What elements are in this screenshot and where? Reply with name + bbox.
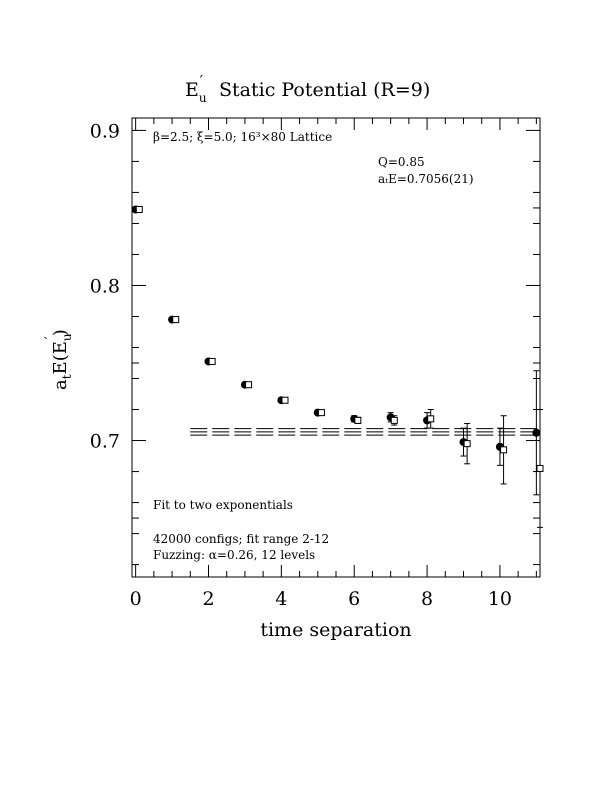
data-point-square	[463, 440, 471, 448]
x-tick-label: 0	[130, 588, 142, 610]
y-axis-label: atE(Eu′)	[43, 329, 74, 390]
lattice-annotation: β=2.5; ξ=5.0; 16³×80 Lattice	[153, 130, 332, 144]
x-tick-label: 8	[421, 588, 433, 610]
data-point-square	[390, 416, 398, 424]
x-tick-label: 2	[202, 588, 214, 610]
x-tick-label: 4	[275, 588, 287, 610]
y-tick-label: 0.9	[90, 120, 120, 142]
data-point-square	[208, 357, 216, 365]
fit-value-annotation: aₜE=0.7056(21)	[378, 172, 474, 186]
data-point-square	[317, 409, 325, 417]
fit-band	[190, 428, 540, 436]
tick-labels: 0 2 4 6 8 10 0.7 0.8 0.9	[90, 120, 512, 610]
configs-annotation: 42000 configs; fit range 2-12	[153, 532, 329, 546]
data-point-square	[536, 464, 544, 472]
data-point-square	[245, 381, 253, 389]
x-tick-label: 6	[348, 588, 360, 610]
data-point-square	[172, 316, 180, 324]
q-annotation: Q=0.85	[378, 155, 425, 169]
data-point-square	[135, 205, 143, 213]
data-point-square	[354, 416, 362, 424]
data-point-circle	[532, 428, 541, 437]
data-points	[131, 205, 544, 528]
x-tick-label: 10	[488, 588, 512, 610]
fuzzing-annotation: Fuzzing: α=0.26, 12 levels	[153, 548, 315, 562]
fit-label-annotation: Fit to two exponentials	[153, 498, 293, 512]
data-point-square	[427, 415, 435, 423]
chart-title: Eu′ Static Potential (R=9)	[185, 72, 430, 105]
axis-ticks	[132, 118, 540, 577]
y-tick-label: 0.7	[90, 431, 120, 453]
y-tick-label: 0.8	[90, 275, 120, 297]
data-point-square	[281, 396, 289, 404]
x-axis-label: time separation	[260, 619, 411, 641]
data-point-square	[500, 446, 508, 454]
